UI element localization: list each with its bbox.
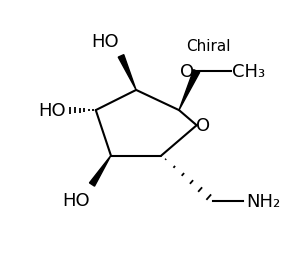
Text: CH₃: CH₃: [232, 63, 265, 81]
Text: HO: HO: [62, 191, 89, 209]
Polygon shape: [89, 156, 111, 186]
Text: O: O: [180, 63, 194, 81]
Text: NH₂: NH₂: [246, 192, 280, 210]
Text: Chiral: Chiral: [186, 39, 231, 54]
Polygon shape: [179, 70, 200, 111]
Text: O: O: [196, 117, 210, 135]
Text: HO: HO: [38, 102, 65, 120]
Polygon shape: [118, 55, 136, 91]
Text: HO: HO: [91, 33, 118, 50]
